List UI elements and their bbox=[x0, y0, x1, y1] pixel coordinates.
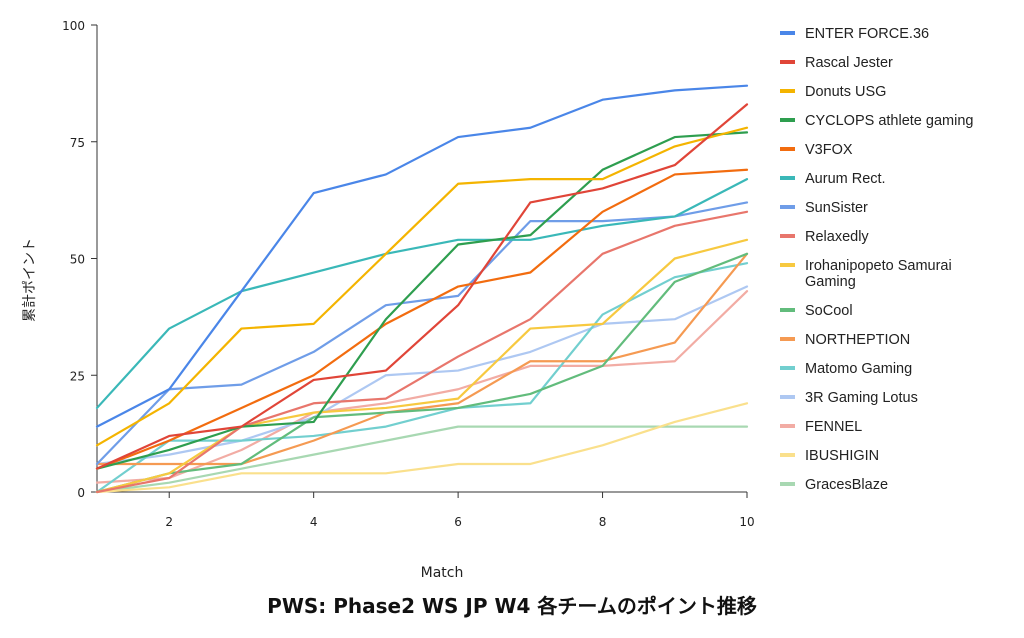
legend-label: SoCool bbox=[805, 303, 853, 319]
series-line-sunsister bbox=[95, 201, 749, 466]
legend-item: Relaxedly bbox=[780, 229, 869, 245]
legend-label: SunSister bbox=[805, 200, 868, 216]
y-tick-label: 100 bbox=[62, 19, 85, 33]
series-line-ibushigin bbox=[95, 402, 749, 494]
legend-item: Donuts USG bbox=[780, 84, 886, 100]
series-line-gracesblaze bbox=[95, 425, 749, 494]
legend-item: V3FOX bbox=[780, 142, 853, 158]
legend-label: ENTER FORCE.36 bbox=[805, 26, 929, 42]
legend-item: ENTER FORCE.36 bbox=[780, 26, 929, 42]
legend-label: V3FOX bbox=[805, 142, 853, 158]
x-axis-ticks: 2 4 6 8 10 bbox=[165, 492, 755, 529]
x-tick-label: 10 bbox=[739, 515, 754, 529]
series-line-northeption bbox=[95, 252, 749, 466]
chart-title: PWS: Phase2 WS JP W4 各チームのポイント推移 bbox=[267, 594, 757, 618]
series-line-cyclops-athlete-gaming bbox=[95, 131, 749, 470]
legend-item: SoCool bbox=[780, 303, 853, 319]
legend-item: Rascal Jester bbox=[780, 55, 893, 71]
legend-item: Matomo Gaming bbox=[780, 361, 912, 377]
legend-label: Rascal Jester bbox=[805, 55, 893, 71]
legend-item: FENNEL bbox=[780, 419, 862, 435]
legend-label: CYCLOPS athlete gaming bbox=[805, 113, 973, 129]
series-line-enter-force-36 bbox=[95, 84, 749, 428]
x-axis-title: Match bbox=[421, 565, 464, 581]
legend-item: GracesBlaze bbox=[780, 477, 888, 493]
legend: ENTER FORCE.36 Rascal Jester Donuts USG CYC… bbox=[780, 26, 973, 493]
legend-label: FENNEL bbox=[805, 419, 862, 435]
legend-item: SunSister bbox=[780, 200, 868, 216]
y-tick-label: 25 bbox=[70, 369, 85, 383]
x-tick-label: 6 bbox=[454, 515, 462, 529]
legend-label: GracesBlaze bbox=[805, 477, 888, 493]
legend-label: IBUSHIGIN bbox=[805, 448, 879, 464]
y-tick-label: 50 bbox=[70, 253, 85, 267]
legend-label: 3R Gaming Lotus bbox=[805, 390, 918, 406]
series-line-relaxedly bbox=[95, 210, 749, 494]
legend-label: Relaxedly bbox=[805, 229, 869, 245]
legend-item: Irohanipopeto Samurai Gaming bbox=[780, 258, 952, 290]
legend-label: Irohanipopeto Samurai Gaming bbox=[805, 258, 952, 290]
legend-item: IBUSHIGIN bbox=[780, 448, 879, 464]
series-line-socool bbox=[95, 252, 749, 494]
series-line-rascal-jester bbox=[95, 103, 749, 470]
legend-label: Donuts USG bbox=[805, 84, 886, 100]
series-line-irohanipopeto-samurai-gaming bbox=[95, 238, 749, 494]
series-line-v3fox bbox=[95, 168, 749, 470]
y-tick-label: 0 bbox=[77, 486, 85, 500]
legend-label: Aurum Rect. bbox=[805, 171, 886, 187]
legend-item: Aurum Rect. bbox=[780, 171, 886, 187]
x-tick-label: 8 bbox=[599, 515, 607, 529]
series-line-donuts-usg bbox=[95, 126, 749, 447]
series-line-3r-gaming-lotus bbox=[95, 285, 749, 466]
series-line-matomo-gaming bbox=[95, 262, 749, 494]
y-axis-title: 累計ポイント bbox=[22, 238, 38, 322]
axes bbox=[96, 25, 747, 493]
x-tick-label: 4 bbox=[310, 515, 318, 529]
legend-item: CYCLOPS athlete gaming bbox=[780, 113, 973, 129]
y-axis-ticks: 0 25 50 75 100 bbox=[62, 19, 97, 500]
legend-label: Matomo Gaming bbox=[805, 361, 912, 377]
legend-item: 3R Gaming Lotus bbox=[780, 390, 918, 406]
series-lines bbox=[95, 84, 749, 494]
y-tick-label: 75 bbox=[70, 136, 85, 150]
x-tick-label: 2 bbox=[165, 515, 173, 529]
legend-item: NORTHEPTION bbox=[780, 332, 910, 348]
legend-label: NORTHEPTION bbox=[805, 332, 910, 348]
series-line-aurum-rect bbox=[95, 178, 749, 410]
